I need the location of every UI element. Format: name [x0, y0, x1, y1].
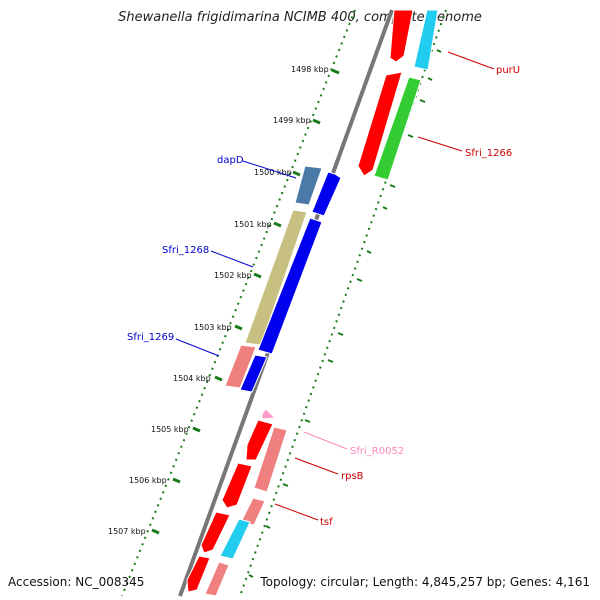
- tick-mark: [234, 324, 243, 331]
- tick-mark: [389, 184, 396, 188]
- gene-label-Sfri_1268: Sfri_1268: [162, 245, 209, 256]
- gene-tsf: [240, 497, 266, 526]
- gene-labels: purU Sfri_1266 dapD Sfri_1268 Sfri_1269 …: [127, 65, 520, 528]
- gene-red: [186, 555, 211, 593]
- tick-mark: [214, 375, 223, 382]
- tick-mark: [436, 49, 442, 53]
- leader-line: [210, 250, 254, 268]
- gene-label-Sfri_1269: Sfri_1269: [127, 332, 174, 343]
- outer-scale-dots: [121, 9, 356, 597]
- gene-red-top: [389, 9, 414, 63]
- tick-label: 1505 kbp: [151, 425, 189, 434]
- gene-label-tsf: tsf: [320, 517, 333, 528]
- tick-label: 1507 kbp: [108, 527, 146, 536]
- leader-lines: [175, 51, 495, 521]
- tick-mark: [427, 77, 433, 81]
- gene-Sfri_R0052: [261, 408, 277, 420]
- tick-label: 1503 kbp: [194, 323, 232, 332]
- tick-label: 1500 kbp: [254, 168, 292, 177]
- tick-mark: [192, 426, 201, 433]
- tick-mark: [337, 332, 344, 336]
- tick-mark: [292, 170, 301, 177]
- gene-salmon: [204, 561, 230, 597]
- gene-cyan: [219, 518, 251, 560]
- forward-strand-genes: [204, 9, 439, 597]
- tick-labels: 1498 kbp 1499 kbp 1500 kbp 1501 kbp 1502…: [108, 65, 329, 536]
- tick-mark: [382, 206, 388, 210]
- gene-label-Sfri_R0052: Sfri_R0052: [350, 446, 404, 457]
- tick-label: 1506 kbp: [129, 476, 167, 485]
- tick-label: 1504 kbp: [173, 374, 211, 383]
- tick-mark: [282, 483, 289, 487]
- leader-line: [417, 136, 463, 152]
- tick-label: 1498 kbp: [291, 65, 329, 74]
- leader-line: [303, 431, 348, 450]
- genome-info-text: Topology: circular; Length: 4,845,257 bp…: [260, 575, 590, 589]
- tick-mark: [265, 525, 271, 529]
- gene-label-Sfri_1266: Sfri_1266: [465, 148, 512, 159]
- leader-line: [242, 160, 297, 179]
- gene-dapD: [294, 165, 323, 206]
- tick-label: 1499 kbp: [273, 116, 311, 125]
- gene-Sfri_1266: [373, 76, 422, 181]
- gene-label-purU: purU: [496, 65, 520, 76]
- gene-Sfri_1269: [224, 344, 257, 389]
- tick-mark: [172, 477, 181, 484]
- tick-mark: [407, 134, 414, 138]
- tick-mark: [248, 574, 254, 578]
- gene-red: [200, 511, 231, 554]
- accession-text: Accession: NC_008345: [8, 575, 145, 589]
- gene-label-dapD: dapD: [217, 155, 244, 166]
- gene-red: [221, 462, 253, 509]
- tick-label: 1501 kbp: [234, 220, 272, 229]
- tick-label: 1502 kbp: [214, 271, 252, 280]
- tick-mark: [304, 419, 311, 423]
- gene-blue: [311, 171, 342, 217]
- leader-line: [274, 503, 319, 521]
- tick-mark: [366, 250, 372, 254]
- tick-mark: [253, 272, 262, 279]
- tick-mark: [331, 68, 340, 75]
- tick-mark: [312, 118, 321, 125]
- leader-line: [175, 338, 220, 357]
- gene-cyan-top: [413, 9, 439, 71]
- gene-blue: [239, 354, 268, 393]
- gene-rpsB-neighbor: [245, 419, 274, 461]
- gene-rpsB: [253, 426, 288, 493]
- outer-ticks: [151, 68, 340, 535]
- gene-blue: [257, 217, 323, 355]
- reverse-strand-genes: [186, 9, 414, 593]
- inner-ticks: [248, 49, 442, 578]
- tick-mark: [151, 528, 160, 535]
- tick-mark: [419, 99, 426, 103]
- tick-mark: [356, 278, 363, 282]
- gene-label-rpsB: rpsB: [341, 471, 364, 482]
- leader-line: [294, 457, 339, 475]
- leader-line: [447, 51, 495, 70]
- tick-mark: [273, 221, 282, 228]
- tick-mark: [327, 359, 334, 363]
- gene-red: [357, 71, 403, 177]
